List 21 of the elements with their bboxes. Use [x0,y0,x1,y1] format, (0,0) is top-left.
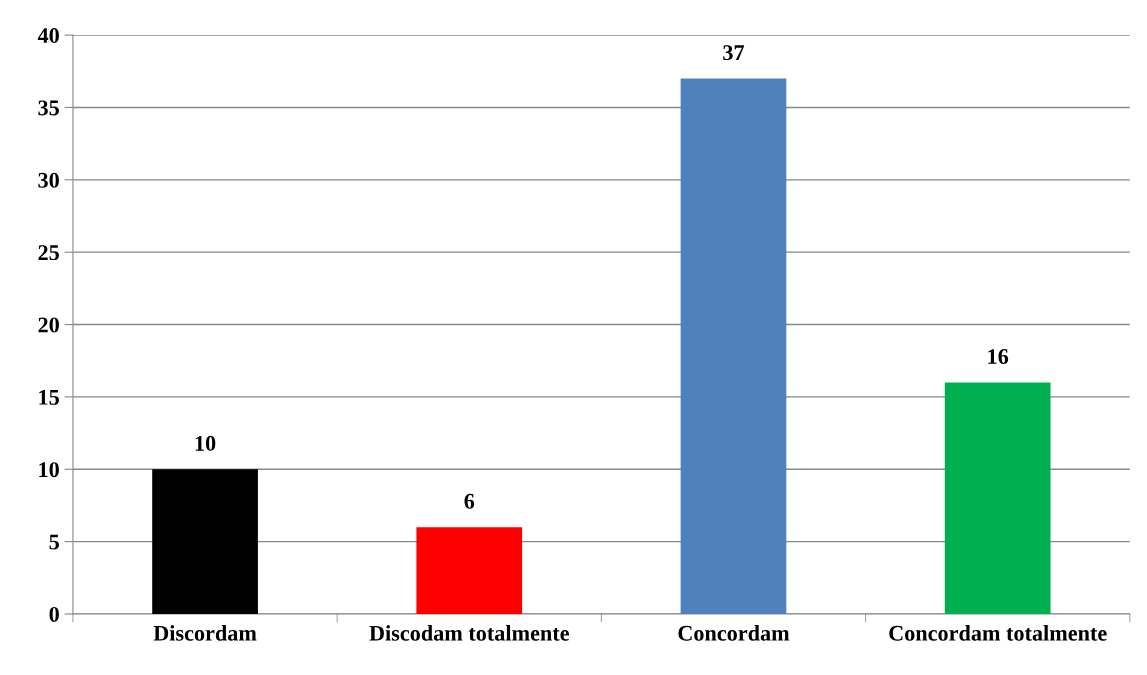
y-tick-label: 40 [37,28,59,44]
y-tick-label: 5 [49,534,59,550]
data-label: 37 [723,45,745,61]
bar [680,78,787,614]
bar [416,527,523,614]
y-tick-label: 10 [39,462,59,478]
bar [944,382,1051,614]
data-label: 10 [195,435,216,451]
x-tick-label: Concordam totalmente [889,625,1107,641]
x-tick-label: Discodam totalmente [369,625,569,641]
data-label: 16 [988,349,1009,365]
y-tick-label: 30 [38,172,59,188]
data-label: 6 [464,493,475,509]
y-tick-label: 25 [38,245,59,261]
y-tick-label: 20 [38,317,59,333]
x-tick-label: Concordam [678,625,790,641]
y-tick-label: 0 [49,606,59,622]
y-tick-label: 35 [38,100,59,116]
bar [152,469,258,614]
y-tick-label: 15 [39,389,59,405]
x-tick-label: Discordam [153,625,257,641]
